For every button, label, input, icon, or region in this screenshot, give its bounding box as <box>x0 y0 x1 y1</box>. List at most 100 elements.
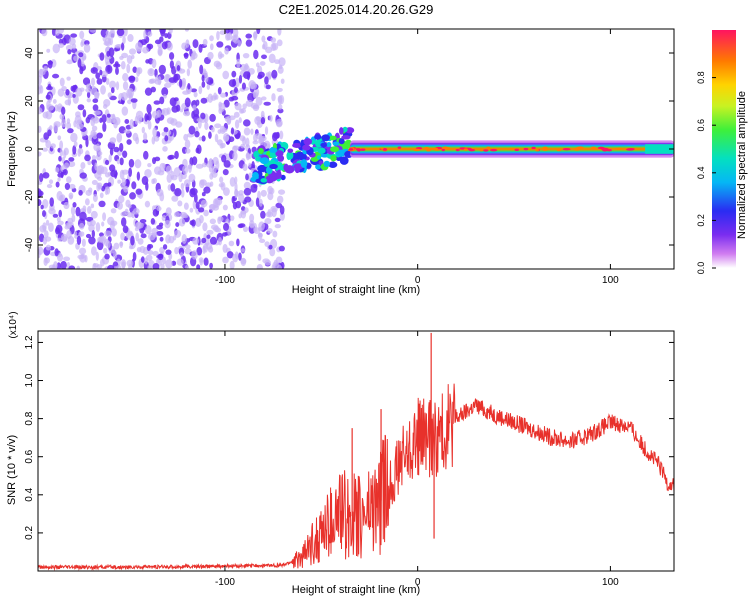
noise-blob <box>255 96 263 106</box>
onset-blob <box>287 148 294 153</box>
onset-blob <box>257 164 267 173</box>
noise-blob <box>245 39 253 47</box>
noise-blob <box>234 176 238 184</box>
noise-blob <box>167 155 173 160</box>
noise-blob <box>147 250 154 255</box>
noise-blob <box>113 266 118 269</box>
noise-blob <box>244 196 252 203</box>
noise-blob <box>179 108 184 113</box>
noise-blob <box>63 201 70 210</box>
noise-blob <box>152 208 159 217</box>
noise-blob <box>130 98 138 103</box>
noise-blob <box>265 84 271 90</box>
noise-blob <box>79 211 87 222</box>
noise-blob <box>93 110 101 116</box>
onset-blob <box>339 156 349 165</box>
noise-blob <box>65 222 73 229</box>
carrier-peak <box>382 148 388 151</box>
noise-blob <box>147 120 152 130</box>
noise-blob <box>88 236 96 245</box>
noise-blob <box>170 170 175 180</box>
noise-blob <box>134 221 142 230</box>
noise-blob <box>153 100 161 105</box>
noise-blob <box>202 222 208 232</box>
noise-blob <box>91 179 98 186</box>
onset-blob <box>268 174 278 182</box>
noise-blob <box>146 103 152 114</box>
noise-blob <box>263 101 271 106</box>
noise-blob <box>136 171 141 181</box>
carrier-peak <box>424 146 430 150</box>
noise-blob <box>103 41 110 46</box>
onset-blob <box>286 151 292 161</box>
onset-blob <box>336 149 346 157</box>
noise-blob <box>96 78 103 85</box>
noise-blob <box>56 216 61 223</box>
noise-blob <box>82 109 87 118</box>
noise-blob <box>99 69 103 76</box>
noise-blob <box>229 260 235 269</box>
noise-blob <box>62 168 68 176</box>
noise-blob <box>108 164 116 172</box>
noise-blob <box>249 213 255 223</box>
noise-blob <box>53 123 59 133</box>
noise-blob <box>89 29 97 33</box>
noise-blob <box>48 222 54 233</box>
noise-blob <box>136 67 141 77</box>
noise-blob <box>58 195 64 202</box>
noise-blob <box>179 211 188 218</box>
carrier-peak <box>441 148 445 152</box>
noise-blob <box>99 52 105 61</box>
noise-blob <box>198 136 203 141</box>
noise-blob <box>215 197 223 206</box>
noise-blob <box>181 42 188 50</box>
noise-blob <box>152 262 160 269</box>
noise-blob <box>252 31 258 39</box>
noise-blob <box>119 157 124 166</box>
noise-blob <box>161 41 168 50</box>
noise-blob <box>159 162 166 173</box>
noise-blob <box>253 133 258 142</box>
noise-blob <box>45 139 51 149</box>
carrier-peak <box>573 148 580 151</box>
noise-blob <box>278 104 283 110</box>
noise-blob <box>207 93 214 103</box>
noise-blob <box>150 86 157 93</box>
noise-blob <box>38 125 42 133</box>
noise-blob <box>182 90 190 95</box>
noise-blob <box>38 86 42 95</box>
noise-blob <box>66 121 72 130</box>
noise-blob <box>140 233 147 239</box>
noise-blob <box>70 132 78 143</box>
noise-blob <box>107 65 111 73</box>
carrier-peak <box>455 148 460 152</box>
noise-blob <box>54 167 60 173</box>
noise-blob <box>261 44 266 50</box>
noise-blob <box>203 186 211 194</box>
noise-blob <box>257 232 263 238</box>
noise-blob <box>195 147 200 154</box>
spectrogram-x-ticks: -100 0 100 <box>215 29 619 286</box>
noise-blob <box>191 110 195 119</box>
noise-blob <box>139 219 147 224</box>
noise-blob <box>216 41 224 48</box>
noise-blob <box>61 236 68 243</box>
noise-blob <box>231 70 237 78</box>
carrier-peak <box>592 147 598 150</box>
noise-blob <box>166 117 175 125</box>
noise-blob <box>207 51 214 60</box>
noise-blob <box>256 29 261 35</box>
noise-blob <box>261 35 266 43</box>
noise-blob <box>159 192 165 202</box>
noise-blob <box>235 190 240 197</box>
noise-blob <box>178 68 186 74</box>
noise-blob <box>268 53 276 64</box>
noise-blob <box>101 114 107 124</box>
colorbar-tick-label: 0.0 <box>696 262 706 275</box>
noise-blob <box>144 200 151 208</box>
carrier-peak <box>463 148 468 151</box>
noise-blob <box>159 29 166 34</box>
onset-blob <box>328 161 338 169</box>
carrier-peak <box>426 149 431 152</box>
noise-blob <box>137 238 144 245</box>
